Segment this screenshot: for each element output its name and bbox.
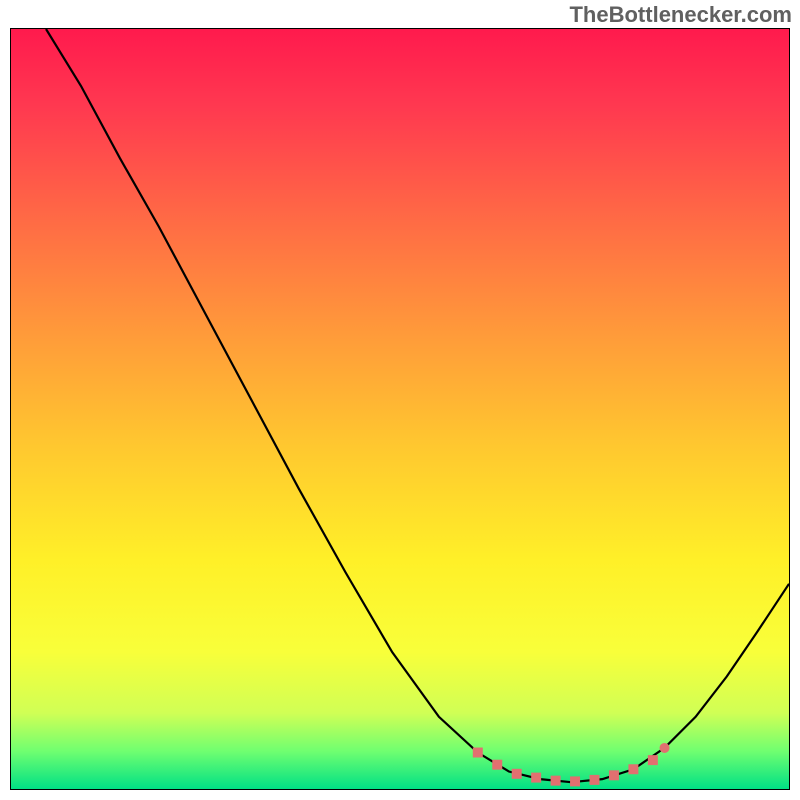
attribution-text: TheBottlenecker.com [569,2,792,28]
chart-container: TheBottlenecker.com [0,0,800,800]
gradient-background [11,29,789,789]
plot-area [10,28,790,790]
